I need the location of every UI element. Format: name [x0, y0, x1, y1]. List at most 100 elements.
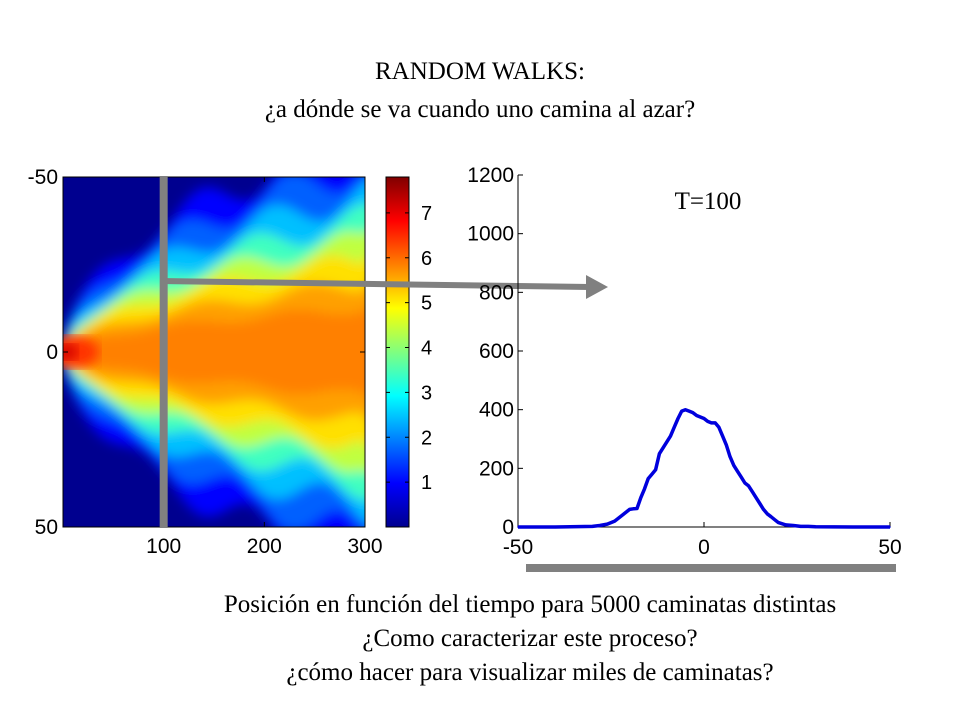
- series-point: [706, 420, 709, 423]
- series-point: [632, 508, 635, 510]
- y-tick-label: 600: [479, 340, 514, 363]
- series-point: [751, 491, 754, 493]
- y-tick-label: 400: [479, 399, 514, 422]
- series-point: [669, 435, 672, 437]
- series-point: [554, 526, 556, 528]
- series-point: [755, 496, 757, 499]
- colorbar: 1 2 3 4 5 6 7: [385, 176, 432, 528]
- heatmap-y-tick-label: 0: [46, 341, 58, 364]
- series-point: [773, 518, 776, 521]
- colorbar-tick-label: 5: [421, 293, 432, 315]
- series-point: [684, 408, 687, 411]
- heatmap-y-tick-label: 50: [35, 516, 58, 539]
- series-point: [710, 422, 713, 424]
- series-point: [688, 410, 690, 412]
- series-point: [643, 488, 646, 490]
- series-point: [636, 507, 638, 510]
- colorbar-tick-label: 3: [421, 382, 432, 404]
- series-point: [725, 444, 728, 446]
- series-point: [654, 469, 657, 471]
- series-point: [662, 447, 664, 449]
- heatmap-peak: [63, 344, 79, 360]
- heatmap-band: [63, 309, 365, 395]
- series-point: [651, 473, 653, 476]
- series-points: [517, 408, 891, 528]
- y-tick-label: 0: [502, 516, 514, 539]
- series-point: [740, 476, 742, 478]
- heatmap-density: [63, 177, 365, 527]
- slice-arrow-head: [586, 275, 608, 299]
- colorbar-gradient: [385, 176, 410, 528]
- time-annotation: T=100: [675, 188, 742, 215]
- colorbar-tick-label: 4: [421, 338, 432, 360]
- heatmap-y-tick-label: -50: [28, 166, 58, 189]
- colorbar-tick-label: 7: [421, 203, 432, 225]
- heatmap-x-tick-label: 300: [347, 535, 382, 558]
- colorbar-tick-label: 6: [421, 248, 432, 270]
- series-point: [606, 523, 609, 525]
- series-point: [613, 520, 616, 522]
- series-point: [680, 410, 683, 412]
- series-point: [736, 470, 739, 473]
- x-tick-label: 50: [878, 536, 901, 559]
- series-point: [647, 477, 649, 480]
- colorbar-tick-label: 1: [421, 472, 432, 494]
- series-point: [729, 455, 731, 458]
- heatmap-x-tick-label: 200: [247, 535, 282, 558]
- series-point: [695, 414, 698, 417]
- y-tick-label: 1000: [467, 223, 514, 246]
- series-point: [673, 426, 675, 429]
- y-tick-label: 200: [479, 457, 514, 480]
- series-point: [692, 411, 694, 414]
- heatmap-x-tick-label: 100: [146, 535, 181, 558]
- series-point: [718, 426, 720, 429]
- series-point: [640, 496, 642, 499]
- series-point: [621, 514, 623, 517]
- series-point: [628, 508, 631, 511]
- series-point: [599, 524, 601, 527]
- heatmap-axes: 100 200 300 -50 0 50: [28, 166, 383, 558]
- series-point: [703, 417, 705, 420]
- series-point: [517, 526, 519, 528]
- page-subtitle: ¿a dónde se va cuando uno camina al azar…: [264, 96, 696, 123]
- series-point: [744, 482, 746, 484]
- colorbar-tick-label: 2: [421, 427, 432, 449]
- y-tick-label: 800: [479, 281, 514, 304]
- series-point: [799, 525, 802, 528]
- series-point: [677, 417, 679, 420]
- series-point: [714, 422, 716, 424]
- series-point: [792, 524, 795, 527]
- series-point: [591, 525, 594, 528]
- series-point: [807, 525, 809, 528]
- heatmap-chart: 100 200 300 -50 0 50: [28, 166, 383, 558]
- series-point: [889, 526, 891, 528]
- series-point: [733, 464, 735, 467]
- series-point: [814, 525, 817, 528]
- series-point: [766, 513, 768, 515]
- series-point: [770, 515, 772, 518]
- series-point: [666, 441, 668, 443]
- series-point: [762, 508, 765, 511]
- series-point: [759, 502, 761, 505]
- series-point: [777, 521, 780, 524]
- page-title: RANDOM WALKS:: [375, 58, 585, 85]
- heatmap-density-layers: [63, 177, 365, 527]
- heatmap-hotspot: [63, 336, 100, 368]
- caption-line-2: ¿Como caracterizar este proceso?: [362, 625, 698, 652]
- y-tick-label: 1200: [467, 164, 514, 187]
- x-tick-label: 0: [698, 536, 710, 559]
- series-point: [785, 524, 787, 526]
- caption-line-1: Posición en función del tiempo para 5000…: [223, 591, 837, 618]
- series-point: [658, 452, 661, 455]
- series-point: [747, 485, 750, 487]
- x-tick-label: -50: [503, 536, 533, 559]
- caption-line-3: ¿cómo hacer para visualizar miles de cam…: [286, 659, 774, 686]
- series-point: [721, 435, 724, 437]
- series-point: [852, 526, 854, 528]
- colorbar-ticks: 1 2 3 4 5 6 7: [386, 203, 432, 494]
- series-point: [699, 416, 702, 418]
- series-line: [518, 407, 890, 529]
